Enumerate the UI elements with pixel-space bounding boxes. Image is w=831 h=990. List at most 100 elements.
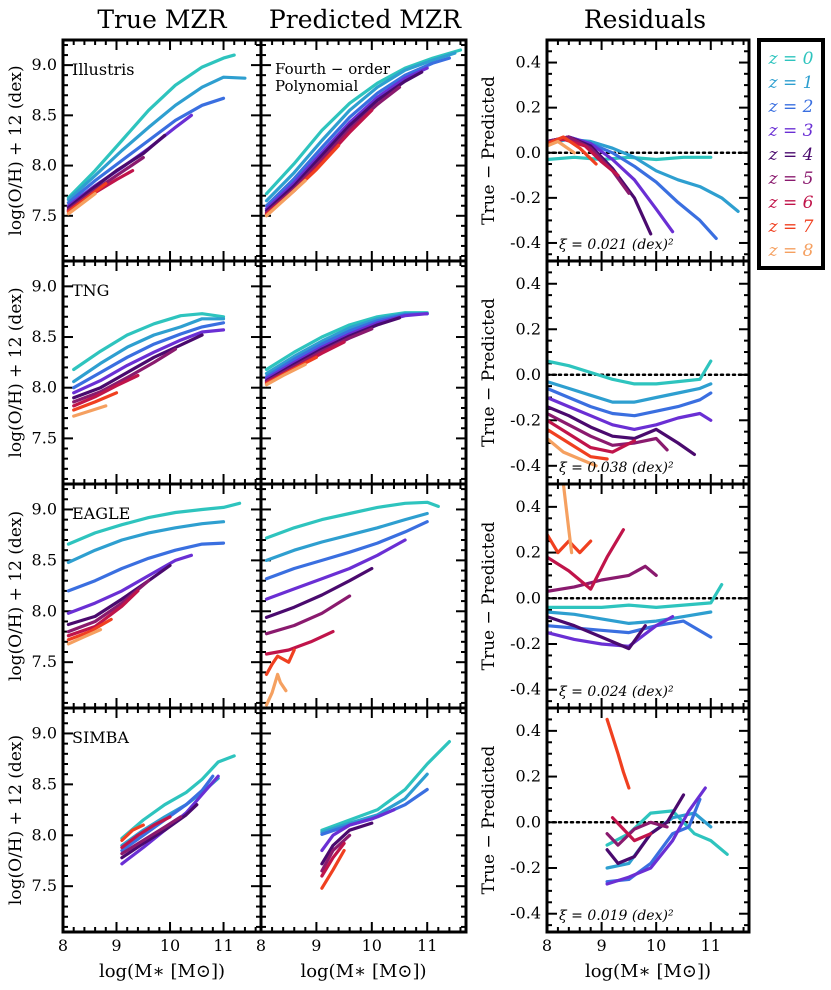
series-line-z7 — [547, 135, 598, 166]
axes-frame — [259, 706, 468, 934]
series-line-z6 — [610, 816, 653, 843]
series-line-z7 — [264, 648, 296, 677]
y-tick-label: 7.5 — [32, 876, 57, 895]
panel-simba-predicted-mzr: 8 9 10 11 log(M∗ [M⊙]) — [256, 706, 468, 982]
simulation-label: TNG — [72, 281, 109, 300]
series-line-z1 — [264, 511, 429, 563]
x-tick-label: 11 — [701, 936, 721, 955]
series-line-z4 — [264, 566, 374, 620]
legend-entry: z = 6 — [768, 193, 814, 213]
series-group — [547, 359, 713, 468]
panel-tng-predicted-mzr — [259, 259, 468, 486]
series-line-z5 — [264, 594, 352, 636]
panel-tng-residuals: -0.4 -0.2 0.0 0.2 0.4 True − Predicted ξ = 0.0… — [479, 259, 751, 486]
y-axis-label: log(O/H) + 12 (dex) — [6, 735, 26, 905]
x-tick-label: 11 — [213, 936, 233, 955]
series-line-z0 — [547, 155, 713, 162]
series-line-z7 — [66, 617, 113, 642]
series-line-z6 — [320, 841, 346, 878]
series-line-z4 — [72, 333, 204, 400]
series-group — [66, 501, 242, 646]
title-true-mzr: True MZR — [97, 5, 227, 34]
legend-entry: z = 2 — [768, 97, 814, 117]
series-line-z3 — [264, 312, 429, 381]
series-line-z7 — [120, 823, 145, 843]
y-tick-label: 0.2 — [516, 98, 541, 117]
x-tick-label: 9 — [597, 936, 607, 955]
legend-entry: z = 8 — [768, 241, 814, 261]
series-line-z6 — [264, 629, 335, 656]
series-line-z1 — [72, 317, 226, 384]
series-line-z5 — [547, 564, 658, 594]
series-line-z8 — [547, 139, 576, 155]
legend-box — [757, 38, 825, 270]
series-line-z0 — [66, 53, 236, 200]
series-line-z0 — [120, 754, 236, 840]
series-line-z3 — [264, 538, 407, 601]
series-line-z1 — [66, 520, 226, 565]
series-line-z1 — [547, 380, 713, 404]
y-tick-label: 8.5 — [32, 550, 57, 569]
x-tick-label: 10 — [160, 936, 180, 955]
y-tick-label: 0.2 — [516, 319, 541, 338]
series-line-z6 — [72, 373, 140, 408]
y-axis-label: True − Predicted — [479, 522, 499, 671]
series-line-z8 — [66, 627, 103, 646]
y-tick-label: 9.0 — [32, 276, 57, 295]
series-group — [547, 135, 740, 240]
series-group — [547, 484, 724, 651]
axes-frame — [259, 482, 468, 710]
y-axis-label: True − Predicted — [479, 76, 499, 225]
series-line-z4 — [547, 614, 647, 651]
tick-marks — [546, 260, 749, 484]
y-tick-label: 8.0 — [32, 156, 57, 175]
panel-eagle-residuals: -0.4 -0.2 0.0 0.2 0.4 True − Predicted ξ = 0.0… — [479, 482, 751, 710]
y-tick-label: -0.4 — [510, 233, 541, 252]
series-line-z8 — [264, 362, 307, 387]
series-line-z3 — [547, 614, 675, 648]
simulation-label: Illustris — [72, 60, 134, 79]
axes-frame — [545, 706, 751, 934]
series-line-z8 — [561, 484, 574, 555]
panel-tng-true-mzr: 7.5 8.0 8.5 9.0 log(O/H) + 12 (dex) TNG — [6, 259, 263, 486]
series-line-z2 — [72, 321, 226, 390]
column-titles: True MZR Predicted MZR Residuals — [97, 5, 706, 34]
series-line-z5 — [547, 411, 669, 452]
series-line-z2 — [547, 386, 713, 418]
y-tick-label: 8.5 — [32, 774, 57, 793]
y-tick-label: 0.4 — [516, 721, 541, 740]
panel-illustris-residuals: -0.4 -0.2 0.0 0.2 0.4 True − Predicted ξ = 0.0… — [479, 38, 751, 263]
x-tick-label: 9 — [311, 936, 321, 955]
title-predicted-mzr: Predicted MZR — [269, 5, 462, 34]
panel-simba-residuals: -0.4 -0.2 0.0 0.2 0.4 8 9 10 11 log(M∗ [M⊙]) True … — [479, 706, 751, 982]
series-line-z0 — [320, 739, 451, 832]
legend-entry: z = 7 — [768, 217, 814, 237]
xi-annotation: ξ = 0.024 (dex)² — [559, 684, 674, 700]
series-line-z5 — [72, 347, 177, 404]
y-tick-label: 8.0 — [32, 601, 57, 620]
y-tick-label: -0.4 — [510, 456, 541, 475]
series-line-z1 — [547, 137, 740, 213]
series-line-z8 — [264, 179, 307, 218]
series-line-z3 — [264, 66, 429, 211]
series-line-z7 — [605, 717, 631, 790]
legend-entry: z = 3 — [768, 121, 814, 141]
series-line-z6 — [120, 815, 172, 850]
series-line-z3 — [320, 808, 396, 853]
series-line-z0 — [72, 312, 226, 372]
legend-entry: z = 1 — [768, 73, 814, 93]
series-line-z4 — [547, 405, 697, 456]
series-line-z2 — [120, 774, 215, 853]
series-group — [605, 717, 729, 886]
series-group — [264, 500, 440, 707]
series-line-z6 — [66, 589, 140, 638]
y-tick-label: 0.0 — [516, 365, 541, 384]
y-tick-label: -0.2 — [510, 858, 541, 877]
y-tick-label: 8.5 — [32, 327, 57, 346]
legend-entry: z = 4 — [768, 145, 814, 165]
series-line-z7 — [72, 391, 119, 412]
series-group — [320, 739, 451, 890]
series-line-z2 — [66, 96, 226, 205]
